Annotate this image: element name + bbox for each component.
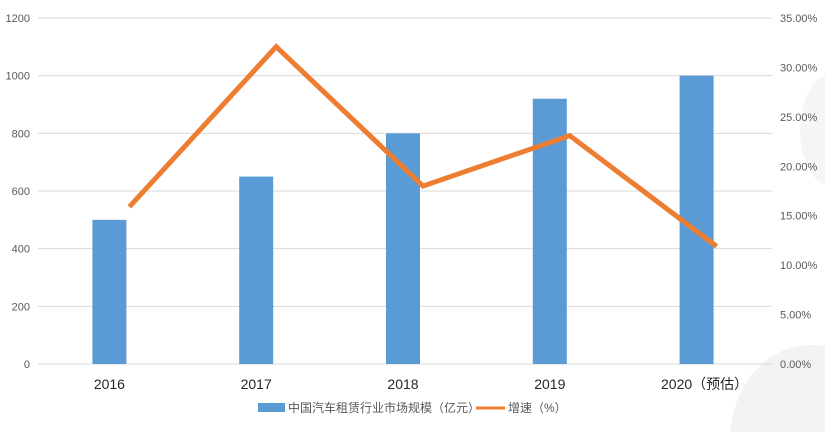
- x-axis-tick-label: 2019: [534, 376, 565, 392]
- left-axis-tick-label: 400: [12, 244, 30, 256]
- left-axis-tick-label: 0: [24, 359, 30, 371]
- legend-bar-swatch: [258, 403, 285, 412]
- left-axis-tick-label: 1000: [6, 71, 30, 83]
- x-axis-tick-label: 2020（预估）: [661, 376, 748, 392]
- x-axis-tick-label: 2018: [387, 376, 418, 392]
- left-y-axis: 0 200 400 600 800 1000 1200: [6, 13, 30, 371]
- bar: [92, 219, 127, 364]
- right-axis-tick-label: 15.00%: [780, 211, 818, 223]
- legend: 中国汽车租赁行业市场规模（亿元） 增速（%）: [258, 400, 567, 415]
- right-axis-tick-label: 35.00%: [780, 13, 818, 25]
- legend-line-label: 增速（%）: [508, 401, 567, 415]
- x-axis-tick-label: 2016: [94, 376, 125, 392]
- left-axis-tick-label: 800: [12, 128, 30, 140]
- x-axis-tick-label: 2017: [241, 376, 272, 392]
- right-axis-tick-label: 25.00%: [780, 112, 818, 124]
- left-axis-tick-label: 600: [12, 186, 30, 198]
- right-axis-tick-label: 0.00%: [780, 359, 811, 371]
- legend-bar-label: 中国汽车租赁行业市场规模（亿元）: [288, 400, 480, 415]
- bar-series: [92, 75, 714, 365]
- bar: [239, 176, 274, 364]
- right-axis-tick-label: 30.00%: [780, 62, 818, 74]
- bar: [386, 133, 420, 364]
- x-axis: 2016 2017 2018 2019 2020（预估）: [94, 376, 748, 392]
- right-axis-tick-label: 20.00%: [780, 161, 818, 173]
- left-axis-tick-label: 200: [12, 301, 30, 313]
- right-y-axis: 0.00% 5.00% 10.00% 15.00% 20.00% 25.00% 30.00%…: [780, 13, 818, 371]
- background-watermark: [730, 75, 825, 437]
- growth-rate-line: [127, 43, 719, 249]
- right-axis-tick-label: 10.00%: [780, 260, 818, 272]
- right-axis-tick-label: 5.00%: [780, 310, 811, 322]
- line-series: [127, 43, 719, 249]
- left-axis-tick-label: 1200: [6, 13, 30, 25]
